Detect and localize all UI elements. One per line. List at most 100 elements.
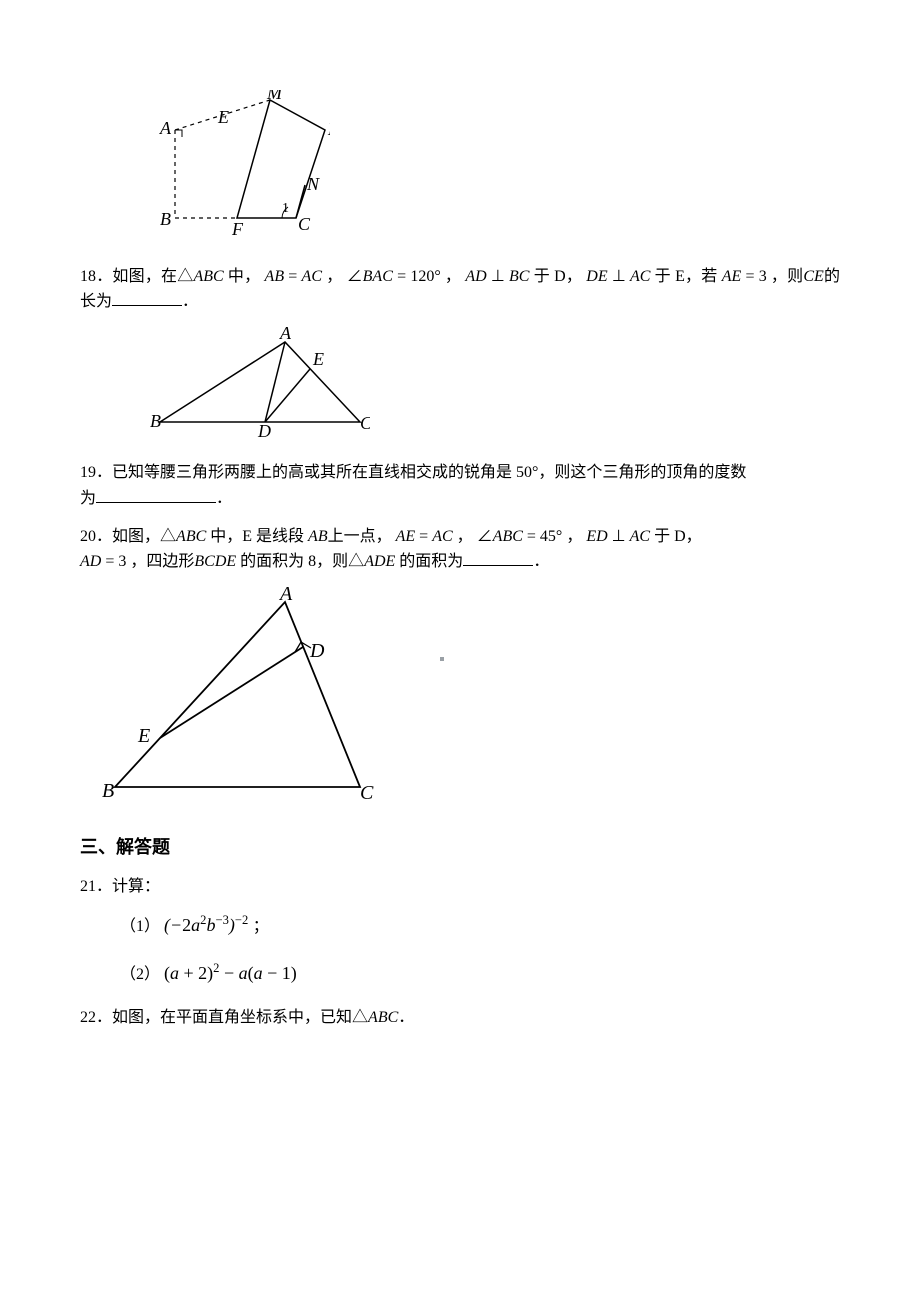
figure-20-label-a: A [278, 587, 293, 605]
q19-t2: 为 [80, 490, 96, 507]
figure-17-label-a: A [159, 118, 172, 138]
q20-ed: ED [586, 528, 607, 545]
q21-part2: （2） (a + 2)2 − a(a − 1) [120, 958, 840, 988]
q18-ac: AC [302, 268, 322, 285]
q18-t7: ，则 [767, 268, 804, 285]
q21-p2-a2: a [239, 963, 248, 983]
q21-num: 21． [80, 878, 112, 895]
q21-p2-2: 2 [198, 963, 207, 983]
q20-num: 20． [80, 528, 112, 545]
q20-ac: AC [432, 528, 452, 545]
q20-t5: ， [562, 528, 586, 545]
q18-ab: AB [265, 268, 285, 285]
q20-ac2: AC [630, 528, 650, 545]
q18-t9: ． [182, 293, 198, 310]
q21-p1-a: a [191, 915, 200, 935]
q18-t1: 如图，在 [112, 268, 177, 285]
figure-20-label-c: C [360, 782, 374, 804]
q21-p1-en3: −3 [215, 913, 228, 927]
q21-p2-minus: − [219, 963, 238, 983]
q20-abcang: ABC [493, 528, 523, 545]
figure-20-svg: A D E B C [100, 587, 390, 807]
figure-17-label-angle1: 1 [282, 201, 289, 216]
figure-18-label-d: D [257, 421, 271, 437]
q20-tri: △ [160, 528, 176, 545]
q20-tri2: △ [348, 553, 364, 570]
figure-20: A D E B C [100, 587, 840, 816]
figure-17-right-angle-a [175, 130, 182, 137]
q20-t3: 上一点， [328, 528, 392, 545]
question-21: 21．计算： （1） (−2a2b−3)−2 ； （2） (a + 2)2 − … [80, 874, 840, 987]
section-3-header: 三、解答题 [80, 833, 840, 862]
q20-ab: AB [308, 528, 328, 545]
page-center-marker [440, 657, 444, 661]
figure-17-solid-quad [237, 100, 325, 218]
figure-20-label-b: B [102, 780, 114, 802]
q20-t1: 如图， [112, 528, 160, 545]
question-19: 19．已知等腰三角形两腰上的高或其所在直线相交成的锐角是 50°，则这个三角形的… [80, 460, 840, 511]
q19-t1: 已知等腰三角形两腰上的高或其所在直线相交成的锐角是 50°，则这个三角形的顶角的… [112, 464, 746, 481]
q22-abc: ABC [368, 1009, 398, 1026]
question-20: 20．如图，△ABC 中，E 是线段 AB上一点， AE = AC ， ∠ABC… [80, 524, 840, 575]
figure-20-label-d: D [309, 640, 325, 662]
q20-abc: ABC [176, 528, 206, 545]
q18-120: 120° [410, 268, 440, 285]
q18-t6: 于 E，若 [655, 268, 718, 285]
q20-bcde: BCDE [194, 553, 236, 570]
q21-p2-plus: + [179, 963, 198, 983]
q20-ae: AE [396, 528, 416, 545]
figure-17-label-d: D [327, 119, 330, 139]
q18-eq3: = [741, 268, 758, 285]
figure-18-triangle [160, 342, 360, 422]
figure-17-label-b: B [160, 209, 171, 229]
figure-17-label-e: E [217, 107, 229, 127]
q20-ade: ADE [364, 553, 395, 570]
q21-p2-m2: − [263, 963, 282, 983]
q18-tri: △ [177, 268, 193, 285]
q20-t9: 的面积为 [395, 553, 463, 570]
q18-blank [112, 290, 182, 306]
q20-perp: ⊥ [608, 528, 630, 545]
q18-ae: AE [722, 268, 742, 285]
q18-num: 18． [80, 268, 112, 285]
q18-eq2: = [393, 268, 410, 285]
q21-p2-label: （2） [120, 966, 160, 983]
q18-angle: ∠ [347, 268, 363, 285]
q20-t7: ，四边形 [126, 553, 194, 570]
q20-t4: ， [453, 528, 477, 545]
q22-tri: △ [352, 1009, 368, 1026]
q18-t3: ， [322, 268, 347, 285]
q21-part1: （1） (−2a2b−3)−2 ； [120, 910, 840, 940]
q21-p1-2: 2 [182, 915, 191, 935]
q18-t4: ， [441, 268, 466, 285]
figure-17-label-c: C [298, 214, 311, 234]
q19-blank [96, 487, 216, 503]
q18-bc: BC [509, 268, 529, 285]
q21-p1-outer: −2 [235, 913, 248, 927]
q18-ad: AD [465, 268, 486, 285]
figure-20-triangle [115, 602, 360, 787]
q20-t8: 的面积为 8，则 [236, 553, 348, 570]
q21-p2-a3: a [254, 963, 263, 983]
q18-t5: 于 D， [529, 268, 582, 285]
q22-t2: ． [398, 1009, 414, 1026]
figure-18: A E B D C [150, 327, 840, 446]
figure-17-svg: M A E D B F C N 1 [130, 90, 330, 240]
figure-18-label-a: A [279, 327, 292, 343]
q18-de: DE [586, 268, 607, 285]
q19-t3: ． [216, 490, 232, 507]
q18-perp2: ⊥ [608, 268, 630, 285]
q20-45: 45° [540, 528, 562, 545]
figure-20-label-e: E [137, 725, 150, 747]
figure-17-label-m: M [266, 90, 283, 103]
q20-angle: ∠ [477, 528, 493, 545]
q20-blank [463, 550, 533, 566]
q18-bac: BAC [363, 268, 393, 285]
q20-t10: ． [533, 553, 549, 570]
figure-18-label-e: E [312, 349, 324, 369]
q18-ce: CE [803, 268, 823, 285]
figure-17-label-n: N [306, 174, 320, 194]
figure-17: M A E D B F C N 1 [130, 90, 840, 249]
q18-t2: 中， [224, 268, 261, 285]
q20-eq2: = [523, 528, 540, 545]
